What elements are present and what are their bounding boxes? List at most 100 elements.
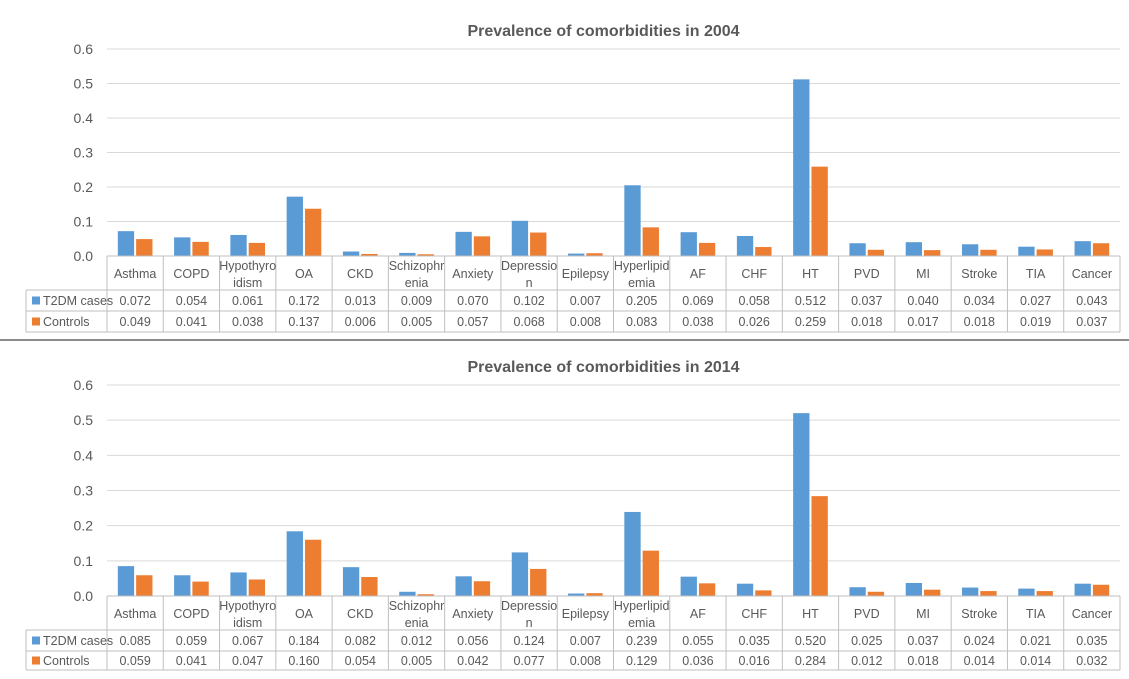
bar-t2dm-pvd [849, 243, 866, 256]
data-table-value: 0.059 [176, 634, 207, 648]
bar-t2dm-tia [1018, 246, 1035, 256]
bar-chart-2004: Prevalence of comorbidities in 2004 0.0 0.… [25, 23, 1121, 333]
category-label: COPD [173, 267, 209, 281]
data-table-value: 0.172 [288, 294, 319, 308]
category-label: emia [628, 616, 655, 630]
bar-t2dm-pvd [849, 587, 866, 596]
bar-controls-af [698, 583, 716, 596]
bar-controls-cancer [1092, 584, 1110, 596]
data-table-value: 0.007 [570, 294, 601, 308]
category-label: OA [295, 607, 314, 621]
bar-controls-ht [811, 166, 828, 256]
y-tick-label: 0.5 [74, 76, 94, 92]
data-table-value: 0.038 [682, 315, 713, 329]
bar-t2dm-hyperlipidemia [624, 185, 641, 256]
data-table-value: 0.005 [401, 654, 432, 668]
y-tick-label: 0.4 [74, 447, 94, 463]
bar-controls-mi [924, 589, 941, 596]
data-table-value: 0.027 [1020, 294, 1051, 308]
data-table-value: 0.102 [513, 294, 544, 308]
data-table-value: 0.072 [119, 294, 150, 308]
category-label: CHF [741, 267, 767, 281]
data-table-value: 0.520 [795, 634, 826, 648]
category-label: Hypothyro [219, 599, 276, 613]
bar-t2dm-hyperlipidemia [624, 511, 641, 596]
data-table-value: 0.184 [288, 634, 319, 648]
data-table-value: 0.013 [345, 294, 376, 308]
bar-t2dm-depression [511, 220, 529, 256]
category-label: AF [690, 607, 706, 621]
legend-key-controls [32, 656, 40, 665]
category-label: Schizophr [389, 259, 445, 273]
y-tick-label: 0.6 [74, 41, 94, 57]
data-table-value: 0.021 [1020, 634, 1051, 648]
bar-t2dm-anxiety [455, 576, 472, 596]
bar-t2dm-stroke [961, 587, 979, 596]
data-table-value: 0.259 [795, 315, 826, 329]
bar-controls-hyperlipidemia [642, 227, 659, 256]
legend-key-t2dm [32, 636, 40, 645]
data-table-value: 0.035 [1076, 634, 1107, 648]
category-label: CKD [347, 267, 373, 281]
chart-panel-2004: Prevalence of comorbidities in 2004 0.0 0.… [9, 2, 1129, 338]
category-label: Depressio [501, 259, 557, 273]
category-label: Asthma [114, 267, 156, 281]
data-table-value: 0.040 [907, 294, 938, 308]
data-table-value: 0.047 [232, 654, 263, 668]
data-table-value: 0.005 [401, 315, 432, 329]
bar-t2dm-ht [793, 413, 810, 596]
legend-key-t2dm [32, 296, 40, 305]
y-tick-label: 0.2 [74, 518, 94, 534]
y-tick-label: 0.3 [74, 483, 94, 499]
category-label: Asthma [114, 607, 156, 621]
bar-controls-ckd [361, 577, 378, 596]
category-label: COPD [173, 607, 209, 621]
data-table-value: 0.083 [626, 315, 657, 329]
bar-controls-epilepsy [586, 253, 603, 256]
bar-controls-hypothyroidism [248, 242, 266, 256]
data-table-value: 0.007 [570, 634, 601, 648]
category-label: Anxiety [452, 607, 494, 621]
bar-controls-epilepsy [586, 593, 603, 596]
bar-controls-ckd [361, 253, 378, 256]
data-table-value: 0.012 [401, 634, 432, 648]
bar-t2dm-af [680, 232, 697, 256]
bar-controls-af [698, 242, 716, 256]
bar-controls-stroke [980, 591, 997, 596]
data-table-value: 0.024 [964, 634, 995, 648]
data-table-value: 0.041 [176, 315, 207, 329]
chart-title: Prevalence of comorbidities in 2004 [467, 23, 739, 40]
bar-controls-schizophrenia [417, 254, 434, 256]
bar-t2dm-oa [286, 196, 303, 256]
bar-t2dm-epilepsy [568, 593, 585, 596]
bar-t2dm-depression [511, 552, 529, 596]
bar-t2dm-cancer [1074, 583, 1091, 596]
category-label: OA [295, 267, 314, 281]
data-table-value: 0.085 [119, 634, 150, 648]
y-tick-label: 0.6 [74, 377, 94, 393]
data-table-value: 0.006 [345, 315, 376, 329]
bar-t2dm-hypothyroidism [230, 234, 247, 256]
bar-controls-chf [755, 247, 772, 256]
bar-t2dm-cancer [1074, 241, 1091, 256]
bar-controls-hyperlipidemia [642, 550, 659, 596]
data-table-value: 0.018 [851, 315, 882, 329]
bar-t2dm-schizophrenia [399, 591, 416, 596]
data-table-value: 0.069 [682, 294, 713, 308]
bar-controls-copd [192, 581, 209, 596]
data-table-value: 0.124 [513, 634, 544, 648]
data-table-value: 0.016 [739, 654, 770, 668]
bar-controls-tia [1036, 249, 1053, 256]
bar-t2dm-stroke [961, 244, 979, 256]
data-table-value: 0.014 [1020, 654, 1051, 668]
bar-t2dm-epilepsy [568, 253, 585, 256]
data-table-value: 0.205 [626, 294, 657, 308]
category-label: enia [405, 616, 429, 630]
legend-key-controls [32, 317, 40, 326]
y-tick-label: 0.1 [74, 553, 94, 569]
bar-t2dm-chf [736, 583, 754, 596]
bar-controls-tia [1036, 591, 1053, 596]
bar-t2dm-copd [174, 575, 191, 596]
data-table-value: 0.077 [513, 654, 544, 668]
category-label: n [526, 616, 533, 630]
